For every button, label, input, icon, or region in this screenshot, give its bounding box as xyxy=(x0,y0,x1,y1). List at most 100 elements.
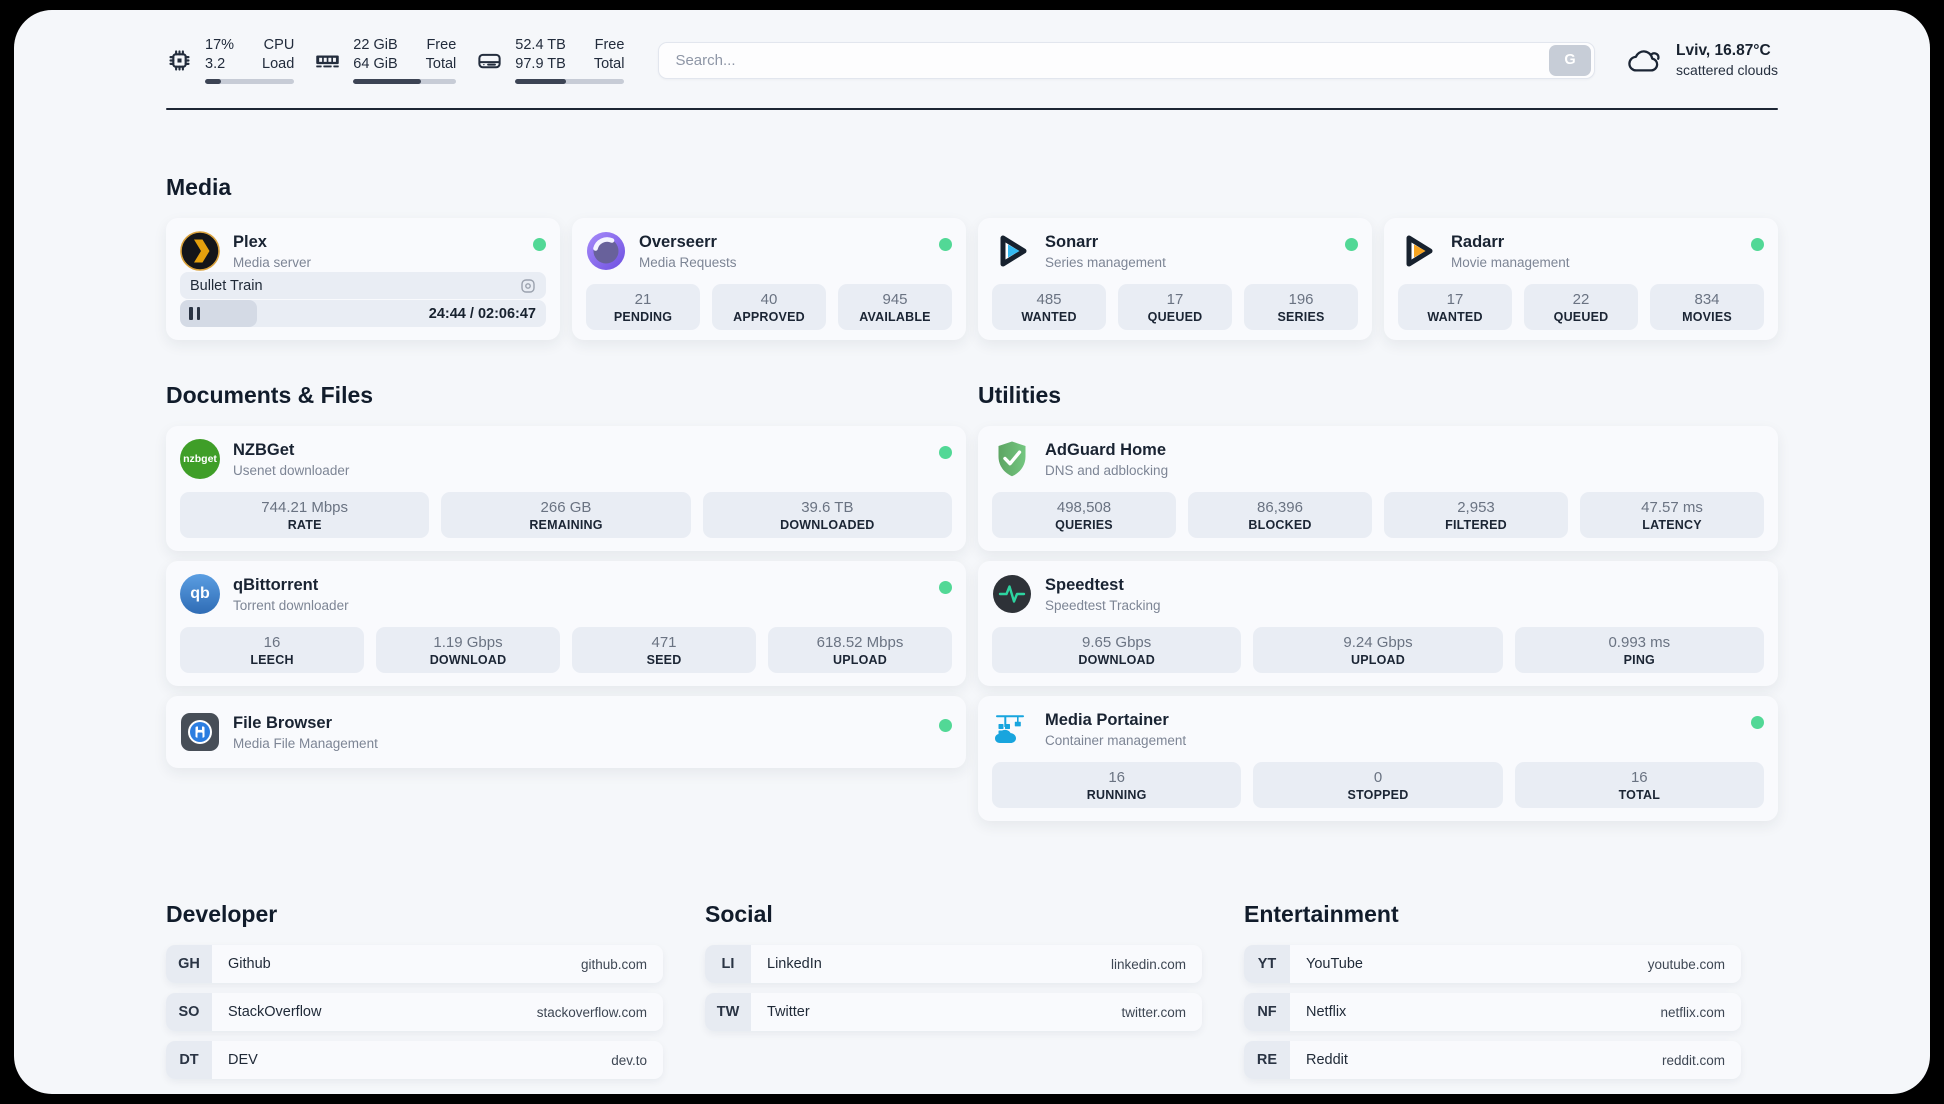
bookmark-dev[interactable]: DT DEV dev.to xyxy=(166,1041,663,1079)
plex-icon xyxy=(180,231,220,271)
app-subtitle: Movie management xyxy=(1451,255,1570,270)
stat-blocked: 86,396 BLOCKED xyxy=(1188,492,1372,538)
top-bar: 17% 3.2 CPU Load xyxy=(166,10,1778,84)
bookmark-name: LinkedIn xyxy=(767,956,822,972)
bookmark-url: twitter.com xyxy=(1121,1004,1186,1020)
disk-label-1: Free xyxy=(594,37,625,53)
stat-label: PING xyxy=(1623,652,1655,667)
search-input[interactable] xyxy=(659,51,1550,69)
stat-value: 17 xyxy=(1446,290,1464,308)
bookmark-linkedin[interactable]: LI LinkedIn linkedin.com xyxy=(705,945,1202,983)
stat-pending: 21 PENDING xyxy=(586,284,700,330)
pause-button[interactable] xyxy=(189,306,203,321)
stat-label: REMAINING xyxy=(529,517,603,532)
stat-label: WANTED xyxy=(1021,309,1077,324)
stat-label: SERIES xyxy=(1277,309,1325,324)
stat-value: 2,953 xyxy=(1457,498,1495,516)
app-card-speedtest[interactable]: Speedtest Speedtest Tracking 9.65 Gbps D… xyxy=(978,561,1778,686)
bookmark-netflix[interactable]: NF Netflix netflix.com xyxy=(1244,993,1741,1031)
app-subtitle: Media server xyxy=(233,255,312,270)
bookmark-github[interactable]: GH Github github.com xyxy=(166,945,663,983)
stat-value: 834 xyxy=(1694,290,1720,308)
app-card-filebrowser[interactable]: File Browser Media File Management xyxy=(166,696,966,768)
app-subtitle: Series management xyxy=(1045,255,1166,270)
bookmark-reddit[interactable]: RE Reddit reddit.com xyxy=(1244,1041,1741,1079)
stat-ping: 0.993 ms PING xyxy=(1514,627,1764,673)
bookmark-abbr: YT xyxy=(1244,945,1290,983)
stat-queued: 22 QUEUED xyxy=(1524,284,1638,330)
app-name: qBittorrent xyxy=(233,576,319,594)
stat-value: 40 xyxy=(760,290,778,308)
stat-label: DOWNLOAD xyxy=(1078,652,1155,667)
stat-label: FILTERED xyxy=(1445,517,1507,532)
status-dot xyxy=(533,238,546,251)
bookmark-url: linkedin.com xyxy=(1110,956,1186,972)
stat-label: PENDING xyxy=(613,309,673,324)
bookmark-abbr: GH xyxy=(166,945,212,983)
stat-value: 498,508 xyxy=(1056,498,1112,516)
weather-location-temp: Lviv, 16.87°C xyxy=(1676,41,1771,59)
stat-download: 9.65 Gbps DOWNLOAD xyxy=(992,627,1242,673)
stat-value: 16 xyxy=(1108,768,1125,786)
bookmark-url: dev.to xyxy=(611,1052,647,1068)
stat-label: TOTAL xyxy=(1618,787,1661,802)
bookmark-youtube[interactable]: YT YouTube youtube.com xyxy=(1244,945,1741,983)
stat-seed: 471 SEED xyxy=(572,627,756,673)
now-playing-row: Bullet Train xyxy=(180,272,546,299)
disk-labels: Free Total xyxy=(594,36,625,74)
search-engine-button[interactable]: G xyxy=(1549,44,1592,76)
memory-label-2: Total xyxy=(425,56,457,72)
cpu-widget: 17% 3.2 CPU Load xyxy=(166,36,295,84)
bookmark-abbr: DT xyxy=(166,1041,212,1079)
app-name: Radarr xyxy=(1451,233,1505,251)
stat-value: 1.19 Gbps xyxy=(433,633,503,651)
bookmark-url: reddit.com xyxy=(1661,1052,1725,1068)
bookmark-stackoverflow[interactable]: SO StackOverflow stackoverflow.com xyxy=(166,993,663,1031)
stat-upload: 9.24 Gbps UPLOAD xyxy=(1253,627,1503,673)
memory-total: 64 GiB xyxy=(353,56,398,72)
app-subtitle: Media File Management xyxy=(233,736,378,751)
nzbget-icon: nzbget xyxy=(180,439,220,479)
app-subtitle: Container management xyxy=(1045,733,1187,748)
app-card-qbittorrent[interactable]: qb qBittorrent Torrent downloader 16 LEE… xyxy=(166,561,966,686)
app-name: Sonarr xyxy=(1045,233,1099,251)
section-utilities: Utilities AdGuard Home DNS and adb xyxy=(978,382,1778,821)
app-card-sonarr[interactable]: Sonarr Series management 485 WANTED 17 Q… xyxy=(978,218,1372,340)
bookmark-name: Netflix xyxy=(1306,1004,1347,1020)
stat-downloaded: 39.6 TB DOWNLOADED xyxy=(702,492,952,538)
bookmark-twitter[interactable]: TW Twitter twitter.com xyxy=(705,993,1202,1031)
app-card-nzbget[interactable]: nzbget NZBGet Usenet downloader 744.21 M… xyxy=(166,426,966,551)
memory-label-1: Free xyxy=(426,37,457,53)
bookmark-name: Twitter xyxy=(767,1004,810,1020)
app-name: Overseerr xyxy=(639,233,717,251)
stat-value: 471 xyxy=(651,633,677,651)
app-card-radarr[interactable]: Radarr Movie management 17 WANTED 22 QUE… xyxy=(1384,218,1778,340)
weather-widget: Lviv, 16.87°C scattered clouds xyxy=(1625,41,1778,80)
status-dot xyxy=(939,446,952,459)
memory-widget: 22 GiB 64 GiB Free Total xyxy=(314,36,457,84)
app-card-adguard[interactable]: AdGuard Home DNS and adblocking 498,508 … xyxy=(978,426,1778,551)
bookmark-name: Github xyxy=(228,956,271,972)
stat-remaining: 266 GB REMAINING xyxy=(441,492,691,538)
app-card-plex[interactable]: Plex Media server Bullet Train 24:44 / 0… xyxy=(166,218,560,340)
search-bar: G xyxy=(658,41,1596,79)
stat-queries: 498,508 QUERIES xyxy=(992,492,1176,538)
app-name: Plex xyxy=(233,233,267,251)
stat-value: 945 xyxy=(882,290,908,308)
stat-value: 0 xyxy=(1373,768,1383,786)
stat-filtered: 2,953 FILTERED xyxy=(1384,492,1568,538)
disk-total: 97.9 TB xyxy=(515,56,566,72)
app-name: AdGuard Home xyxy=(1045,441,1167,459)
stat-label: RUNNING xyxy=(1086,787,1147,802)
status-dot xyxy=(1751,238,1764,251)
bookmark-name: StackOverflow xyxy=(228,1004,322,1020)
header-divider xyxy=(166,108,1778,110)
app-name: Speedtest xyxy=(1045,576,1124,594)
bookmark-abbr: RE xyxy=(1244,1041,1290,1079)
app-card-overseerr[interactable]: Overseerr Media Requests 21 PENDING 40 A… xyxy=(572,218,966,340)
stat-value: 21 xyxy=(634,290,652,308)
cpu-label-1: CPU xyxy=(263,37,295,53)
app-name: NZBGet xyxy=(233,441,295,459)
stat-label: QUEUED xyxy=(1147,309,1203,324)
app-card-portainer[interactable]: Media Portainer Container management 16 … xyxy=(978,696,1778,821)
